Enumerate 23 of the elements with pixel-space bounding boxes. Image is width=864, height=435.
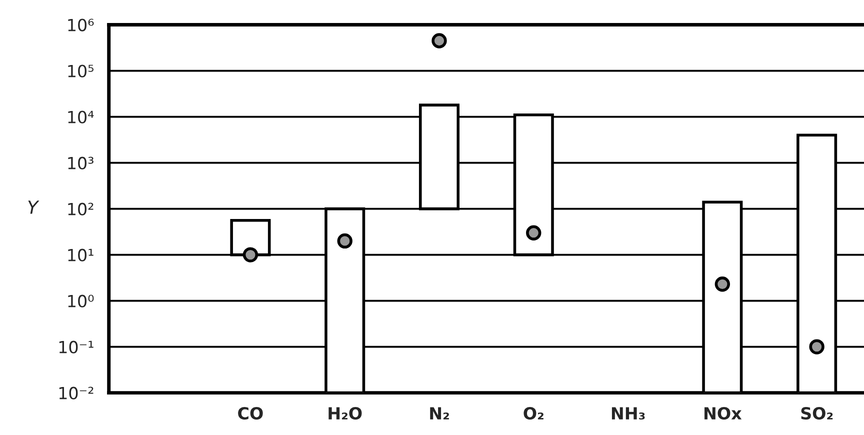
point <box>526 225 542 240</box>
y-tick-label: 10⁻² <box>59 386 94 400</box>
x-tick-label: NOx <box>704 406 742 420</box>
point <box>432 33 447 48</box>
y-tick-label: 10⁴ <box>68 110 94 124</box>
y-tick-label: 10⁻¹ <box>59 340 94 354</box>
x-tick-label: O₂ <box>524 406 544 420</box>
point <box>242 247 258 262</box>
x-tick-label: H₂O <box>328 406 362 420</box>
y-tick-label: 10² <box>68 202 94 216</box>
x-tick-label: SO₂ <box>801 406 833 420</box>
y-tick-label: 10⁶ <box>68 18 94 32</box>
x-tick-label: NH₃ <box>612 407 645 420</box>
y-axis-title: Y <box>28 200 40 214</box>
x-tick-label: N₂ <box>430 407 449 420</box>
y-tick-label: 10³ <box>68 156 94 170</box>
x-tick-label: CO <box>238 406 263 420</box>
point <box>809 339 824 354</box>
y-tick-label: 10⁵ <box>68 64 94 78</box>
y-tick-label: 10¹ <box>68 248 94 262</box>
point <box>714 276 730 292</box>
y-tick-label: 10⁰ <box>68 294 94 308</box>
point <box>337 233 352 249</box>
